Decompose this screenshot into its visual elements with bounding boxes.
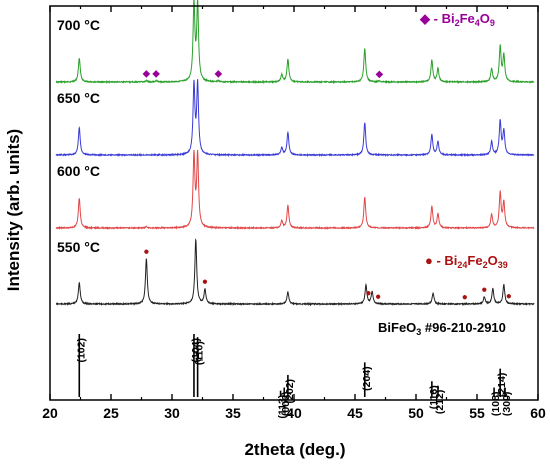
y-axis-label: Intensity (arb. units) (4, 129, 23, 291)
reference-hkl-6: (204) (361, 366, 373, 391)
series-label-0: 700 °C (57, 17, 100, 33)
series-line-1 (55, 79, 535, 158)
series-line-3 (55, 238, 535, 307)
series-label-2: 600 °C (57, 163, 100, 179)
bi24fe2o39-legend: ● - Bi24Fe2O39 (425, 253, 508, 270)
bi24fe2o39-marker-1: ● (202, 277, 208, 288)
reference-hkl-4: (006) (280, 392, 292, 417)
bi24fe2o39-marker-4: ● (462, 292, 468, 303)
bi2fe4o9-marker-2: ◆ (215, 69, 223, 80)
series-label-1: 650 °C (57, 90, 100, 106)
x-tick-label-1: 25 (103, 405, 119, 421)
x-tick-label-2: 30 (164, 405, 180, 421)
reference-hkl-9: (108) (490, 392, 502, 417)
reference-hkl-5: (202) (284, 379, 296, 404)
reference-hkl-11: (300) (501, 392, 513, 417)
x-tick-label-7: 55 (469, 405, 485, 421)
x-tick-label-4: 40 (286, 405, 302, 421)
reference-hkl-2: (110) (194, 341, 206, 365)
bi24fe2o39-marker-5: ● (481, 284, 487, 295)
axes: 20 25 30 35 40 45 50 55 60 (42, 5, 546, 421)
bi2fe4o9-marker-0: ◆ (143, 69, 151, 80)
bi24fe2o39-marker-0: ● (143, 246, 149, 257)
x-tick-label-8: 60 (530, 405, 546, 421)
bi2fe4o9-marker-3: ◆ (376, 69, 384, 80)
x-tick-label-5: 45 (347, 405, 363, 421)
reference-label: BiFeO3 #96-210-2910 (378, 320, 506, 337)
series-line-0 (55, 0, 535, 85)
series-label-3: 550 °C (57, 239, 100, 255)
reference-hkl-8: (212) (434, 390, 446, 415)
x-tick-label-6: 50 (408, 405, 424, 421)
reference-hkl-0: (102) (75, 338, 87, 363)
x-tick-label-3: 35 (225, 405, 241, 421)
reference-hkl-7: (116) (428, 385, 440, 409)
reference-hkl-1: (104) (190, 338, 202, 363)
bi24fe2o39-marker-2: ● (365, 288, 371, 299)
x-axis-label: 2theta (deg.) (244, 440, 345, 459)
bi2fe4o9-legend: ◆ - Bi2Fe4O9 (419, 11, 495, 28)
bi24fe2o39-marker-6: ● (506, 291, 512, 302)
series-line-2 (55, 149, 535, 231)
plot-frame (49, 5, 539, 401)
x-tick-label-0: 20 (42, 405, 58, 421)
bi24fe2o39-marker-3: ● (375, 291, 381, 302)
bi2fe4o9-marker-1: ◆ (152, 69, 160, 80)
